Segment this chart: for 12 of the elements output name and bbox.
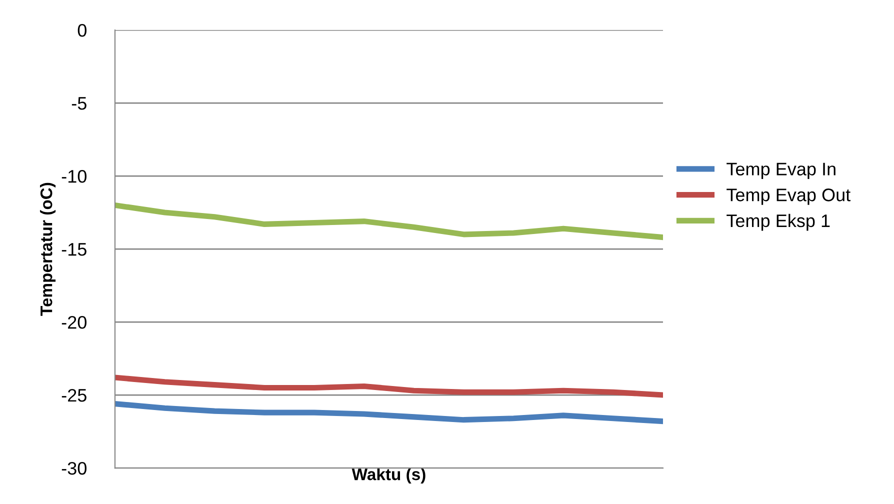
y-tick-label: 0	[78, 24, 86, 37]
legend-label: Temp Eksp 1	[726, 214, 830, 231]
y-tick-label: -15	[62, 243, 86, 256]
y-tick-label: -25	[62, 388, 86, 402]
legend-label: Temp Evap Out	[726, 188, 850, 205]
y-tick-label: -20	[62, 316, 86, 329]
y-tick-label: -10	[62, 170, 86, 183]
legend-label: Temp Evap In	[726, 162, 836, 180]
x-axis-title: Waktu (s)	[352, 468, 426, 484]
y-tick-label: -5	[72, 97, 86, 110]
y-tick-label: -30	[62, 462, 86, 475]
y-axis-title: Tempertatur (oC)	[40, 182, 56, 316]
